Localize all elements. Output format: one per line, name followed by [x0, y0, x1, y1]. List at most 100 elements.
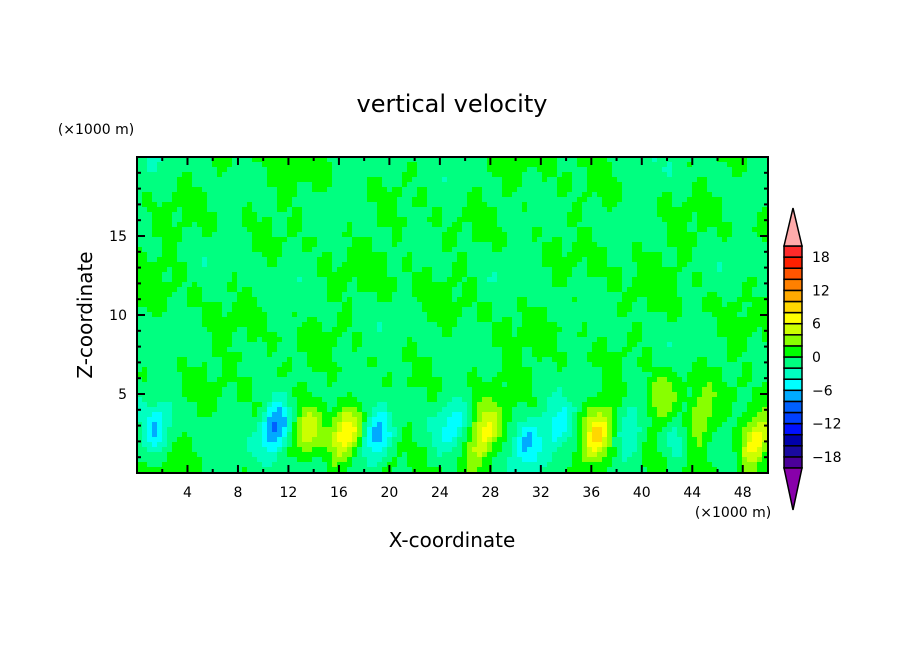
contour-cell — [257, 252, 263, 258]
contour-cell — [297, 242, 303, 248]
contour-cell — [717, 207, 723, 213]
contour-cell — [197, 322, 203, 328]
contour-cell — [717, 197, 723, 203]
contour-cell — [622, 312, 628, 318]
contour-cell — [472, 302, 478, 308]
contour-cell — [177, 162, 183, 168]
contour-cell — [362, 342, 368, 348]
contour-cell — [437, 302, 443, 308]
contour-cell — [177, 267, 183, 273]
contour-cell — [632, 197, 638, 203]
contour-cell — [162, 167, 168, 173]
contour-cell — [342, 287, 348, 293]
contour-cell — [257, 182, 263, 188]
contour-cell — [722, 167, 728, 173]
contour-cell — [277, 217, 283, 223]
contour-cell — [502, 267, 508, 273]
contour-cell — [517, 277, 523, 283]
contour-cell — [442, 202, 448, 208]
contour-cell — [317, 272, 323, 278]
contour-cell — [632, 342, 638, 348]
contour-cell — [477, 212, 483, 218]
contour-cell — [487, 337, 493, 343]
contour-cell — [532, 282, 538, 288]
contour-cell — [352, 217, 358, 223]
contour-cell — [632, 227, 638, 233]
contour-cell — [562, 227, 568, 233]
contour-cell — [622, 332, 628, 338]
contour-cell — [717, 257, 723, 263]
contour-cell — [352, 312, 358, 318]
contour-cell — [692, 337, 698, 343]
contour-cell — [492, 252, 498, 258]
contour-cell — [617, 292, 623, 298]
contour-cell — [697, 162, 703, 168]
contour-cell — [197, 347, 203, 353]
contour-cell — [662, 167, 668, 173]
contour-cell — [387, 212, 393, 218]
contour-cell — [557, 317, 563, 323]
contour-cell — [217, 267, 223, 273]
contour-cell — [257, 277, 263, 283]
contour-cell — [582, 297, 588, 303]
contour-cell — [282, 322, 288, 328]
contour-cell — [607, 177, 613, 183]
contour-cell — [522, 252, 528, 258]
contour-cell — [157, 267, 163, 273]
contour-cell — [272, 287, 278, 293]
contour-cell — [197, 217, 203, 223]
contour-cell — [447, 212, 453, 218]
contour-cell — [432, 327, 438, 333]
contour-cell — [542, 312, 548, 318]
contour-cell — [477, 202, 483, 208]
contour-cell — [277, 277, 283, 283]
contour-cell — [177, 227, 183, 233]
contour-cell — [182, 242, 188, 248]
contour-cell — [587, 157, 593, 163]
contour-cell — [427, 202, 433, 208]
contour-cell — [252, 242, 258, 248]
contour-cell — [482, 157, 488, 163]
contour-cell — [612, 317, 618, 323]
contour-cell — [307, 312, 313, 318]
contour-cell — [342, 182, 348, 188]
contour-cell — [232, 352, 238, 358]
contour-cell — [212, 182, 218, 188]
contour-cell — [502, 282, 508, 288]
contour-cell — [192, 212, 198, 218]
contour-cell — [202, 227, 208, 233]
contour-cell — [457, 312, 463, 318]
contour-cell — [717, 167, 723, 173]
contour-cell — [192, 247, 198, 253]
contour-cell — [472, 312, 478, 318]
contour-cell — [237, 327, 243, 333]
contour-cell — [237, 207, 243, 213]
contour-cell — [182, 337, 188, 343]
contour-cell — [687, 242, 693, 248]
contour-cell — [617, 327, 623, 333]
contour-cell — [327, 342, 333, 348]
contour-cell — [152, 222, 158, 228]
contour-cell — [587, 242, 593, 248]
contour-cell — [562, 197, 568, 203]
contour-cell — [667, 262, 673, 268]
contour-cell — [292, 172, 298, 178]
contour-cell — [672, 172, 678, 178]
contour-cell — [257, 222, 263, 228]
contour-cell — [352, 222, 358, 228]
contour-cell — [392, 212, 398, 218]
contour-cell — [477, 277, 483, 283]
contour-cell — [557, 297, 563, 303]
contour-cell — [282, 257, 288, 263]
contour-cell — [157, 257, 163, 263]
contour-cell — [347, 167, 353, 173]
contour-cell — [567, 262, 573, 268]
contour-cell — [202, 272, 208, 278]
contour-cell — [327, 337, 333, 343]
contour-cell — [307, 242, 313, 248]
contour-cell — [252, 282, 258, 288]
contour-cell — [147, 222, 153, 228]
contour-cell — [452, 267, 458, 273]
contour-cell — [292, 242, 298, 248]
contour-cell — [727, 287, 733, 293]
